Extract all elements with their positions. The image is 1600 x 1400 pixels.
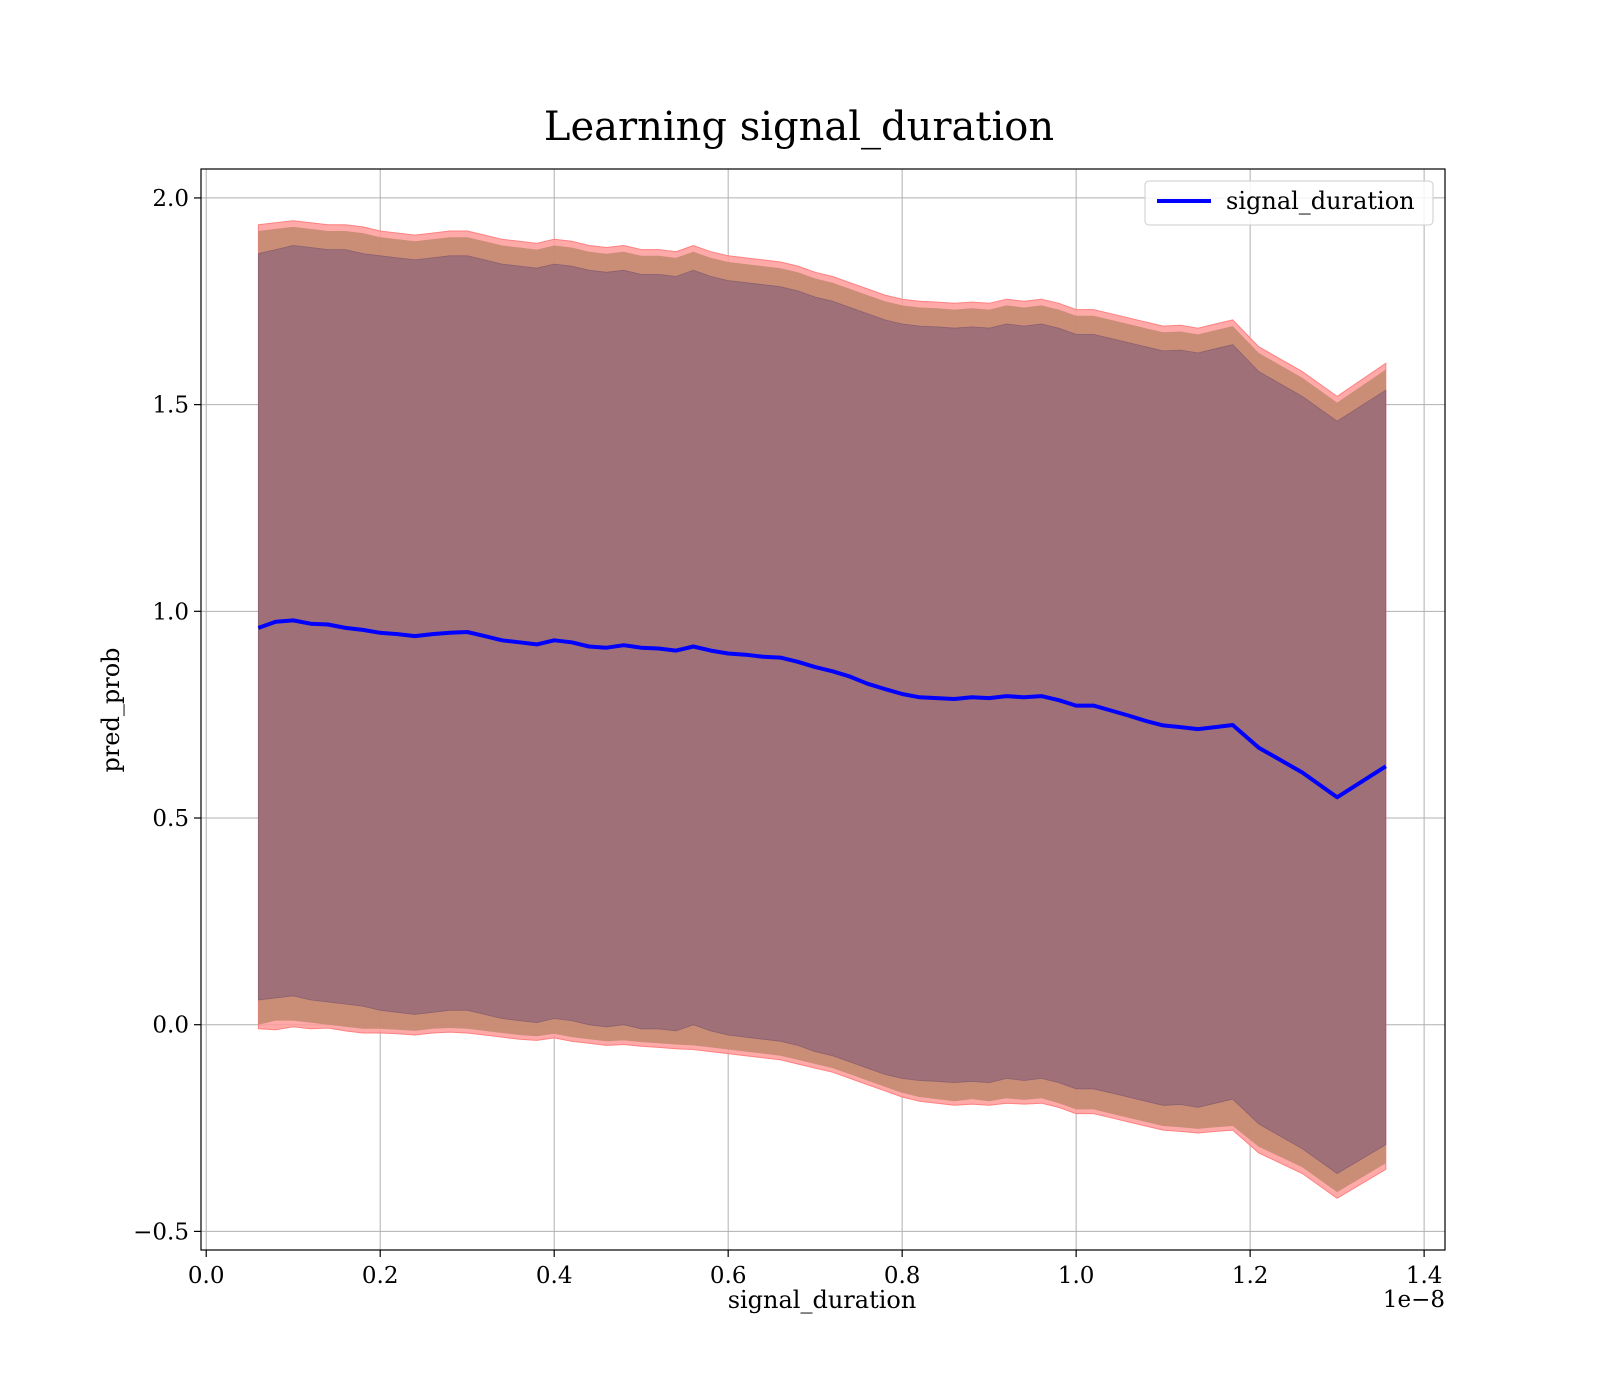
x-axis-ticks: 0.0 0.2 0.4 0.6 0.8 1.0 1.2 1.4: [188, 1250, 1442, 1289]
x-tick-label: 0.4: [536, 1263, 573, 1289]
confidence-bands: [257, 220, 1387, 1199]
legend-entry-signal-duration: signal_duration: [1226, 187, 1415, 215]
x-tick-label: 0.2: [362, 1263, 399, 1289]
y-tick-label: 1.5: [152, 393, 189, 419]
chart-title: Learning signal_duration: [544, 104, 1054, 150]
x-tick-label: 0.8: [884, 1263, 921, 1289]
series-line-signal-duration: [257, 618, 1387, 800]
y-axis-label: pred_prob: [97, 647, 125, 772]
x-tick-label: 1.2: [1232, 1263, 1269, 1289]
y-tick-label: 0.5: [152, 806, 189, 832]
x-tick-label: 1.0: [1058, 1263, 1095, 1289]
y-tick-label: −0.5: [133, 1219, 189, 1245]
x-axis-offset-label: 1e−8: [1383, 1287, 1445, 1313]
x-tick-label: 0.6: [710, 1263, 747, 1289]
x-axis-label: signal_duration: [728, 1286, 917, 1314]
y-tick-label: 2.0: [152, 186, 189, 212]
y-tick-label: 0.0: [152, 1013, 189, 1039]
legend-box: [1144, 180, 1434, 226]
series-lines: [257, 618, 1387, 800]
y-tick-label: 1.0: [152, 599, 189, 625]
legend: signal_duration: [1144, 180, 1434, 226]
x-tick-label: 0.0: [188, 1263, 225, 1289]
plot-frame: [200, 168, 1446, 1251]
x-tick-label: 1.4: [1406, 1263, 1443, 1289]
inner-confidence-band: [258, 245, 1387, 1174]
y-axis-ticks: −0.5 0.0 0.5 1.0 1.5 2.0: [133, 186, 201, 1245]
